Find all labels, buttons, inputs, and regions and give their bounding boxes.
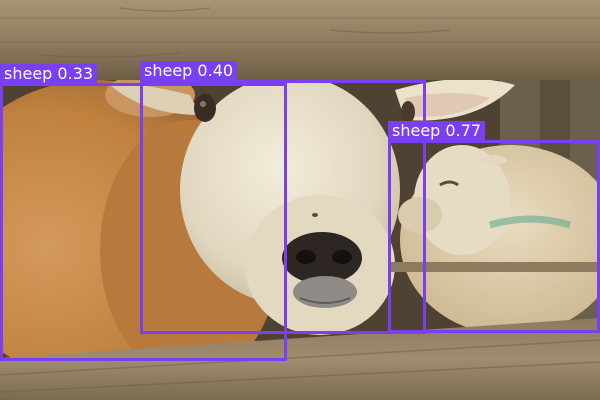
- detection-box-sheep: sheep 0.40: [140, 61, 426, 334]
- detection-class: sheep: [144, 61, 193, 80]
- detection-box-sheep: sheep 0.33: [0, 64, 287, 361]
- detection-class: sheep: [4, 64, 53, 83]
- detection-box-sheep: sheep 0.77: [388, 121, 600, 333]
- detection-class: sheep: [392, 121, 441, 140]
- detection-score: 0.33: [57, 64, 94, 83]
- detection-label: sheep 0.33: [0, 64, 98, 84]
- detection-score: 0.40: [197, 61, 234, 80]
- detection-label: sheep 0.77: [388, 121, 486, 141]
- detection-score: 0.77: [445, 121, 482, 140]
- detection-label: sheep 0.40: [140, 61, 238, 81]
